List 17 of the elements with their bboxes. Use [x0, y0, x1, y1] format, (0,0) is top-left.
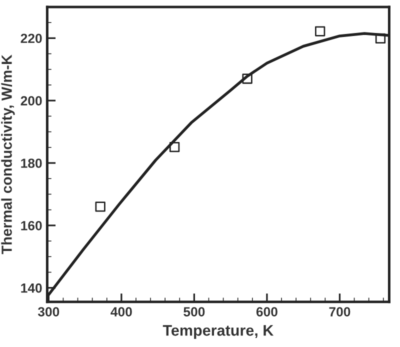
point — [314, 26, 326, 36]
x-tick-label: 600 — [256, 307, 278, 316]
y-tick-label: 160 — [21, 220, 42, 230]
x-tick-label: 400 — [110, 307, 132, 316]
x-axis-title: Temperature, K — [162, 325, 274, 339]
y-tick-label: 140 — [21, 283, 42, 293]
point — [242, 74, 252, 84]
x-tick-label: 700 — [329, 307, 350, 316]
point — [169, 142, 180, 152]
y-tick-label: 200 — [20, 96, 42, 106]
y-axis-title: Thermal conductivity, W/m-K — [1, 54, 15, 254]
x-tick-label: 300 — [38, 307, 60, 316]
x-tick-label: 500 — [184, 307, 205, 316]
point — [95, 202, 106, 212]
y-tick-label: 180 — [21, 158, 42, 168]
y-tick-label: 220 — [20, 34, 42, 44]
point — [375, 33, 386, 44]
